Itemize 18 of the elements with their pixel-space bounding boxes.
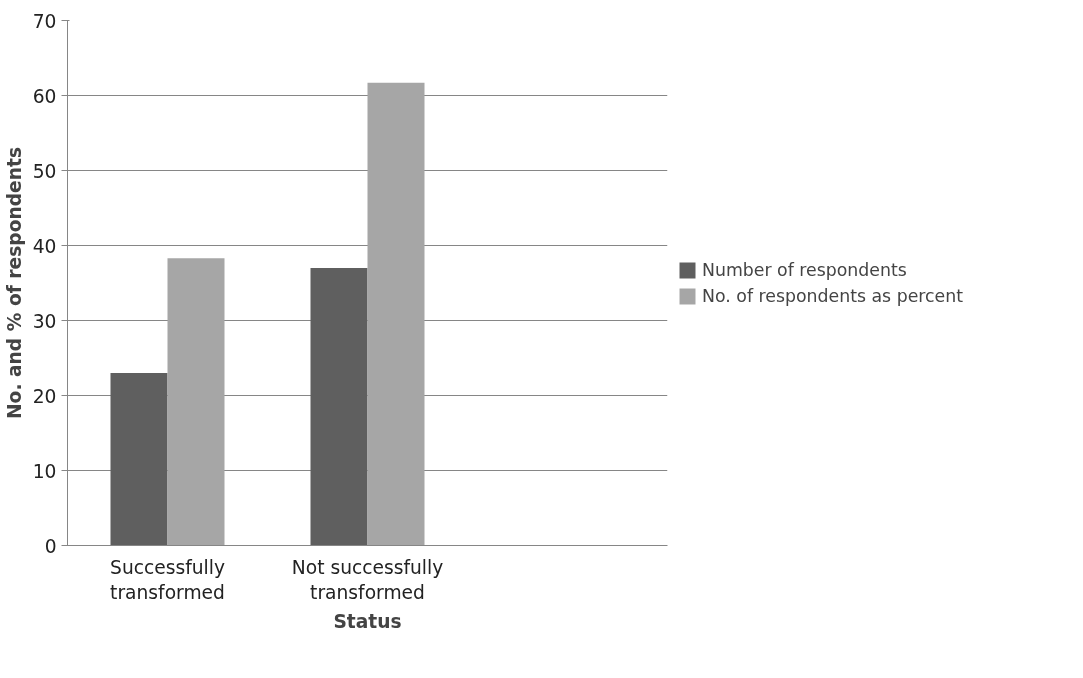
bar <box>167 258 225 546</box>
x-tick-label: Successfully transformed <box>110 556 225 603</box>
y-tick-label: 70 <box>32 10 57 32</box>
y-tick-label: 10 <box>32 460 57 482</box>
y-tick-label: 40 <box>32 235 57 257</box>
bar <box>310 268 368 546</box>
y-tick-label: 30 <box>32 310 57 332</box>
y-tick-label: 20 <box>32 385 57 407</box>
legend-label: Number of respondents <box>702 259 907 280</box>
y-tick-label: 60 <box>32 85 57 107</box>
y-tick-label: 50 <box>32 160 57 182</box>
y-tick-label: 0 <box>44 535 57 557</box>
x-tick-label: Not successfully transformed <box>291 556 444 603</box>
legend-label: No. of respondents as percent <box>702 285 963 306</box>
bar <box>110 373 168 546</box>
y-axis-title: No. and % of respondents <box>3 146 25 420</box>
bar <box>367 82 425 546</box>
x-axis-title: Status <box>333 610 402 632</box>
